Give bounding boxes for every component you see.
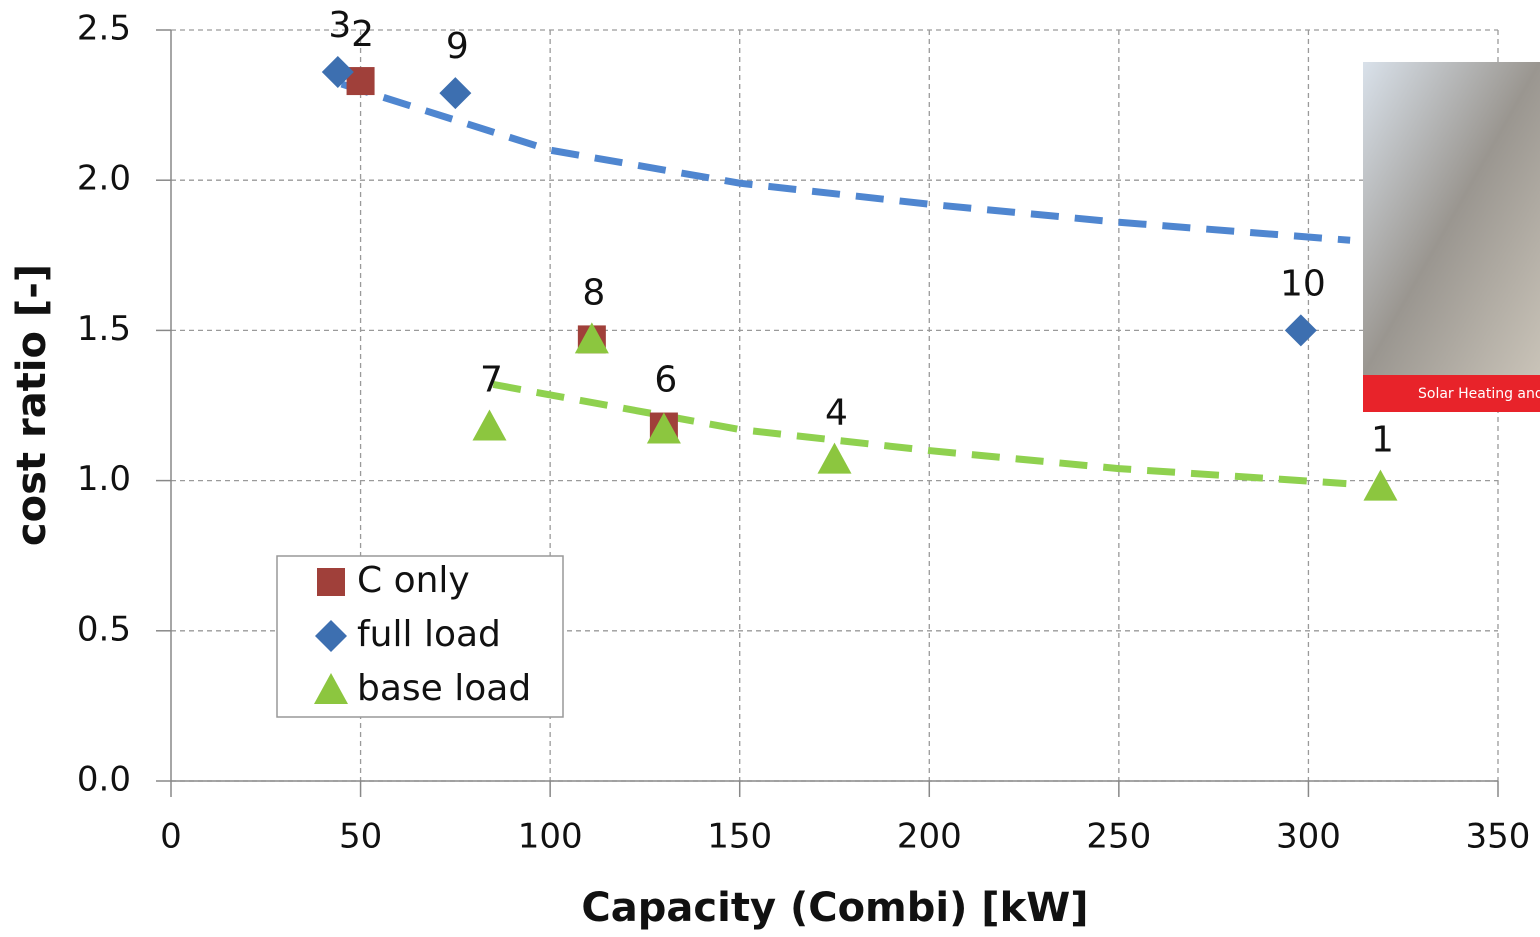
point-label: 4: [825, 393, 848, 434]
point-label: 1: [1371, 420, 1394, 461]
point-label: 2: [351, 14, 374, 55]
x-axis-title: Capacity (Combi) [kW]: [581, 885, 1088, 931]
y-tick-label: 1.0: [77, 459, 131, 499]
x-tick-label: 150: [707, 817, 772, 857]
y-tick-label: 0.0: [77, 760, 131, 800]
y-tick-label: 2.0: [77, 159, 131, 199]
x-tick-label: 100: [518, 817, 583, 857]
marker-triangle: [1363, 469, 1398, 501]
y-tick-label: 0.5: [77, 609, 131, 649]
marker-diamond: [321, 56, 354, 89]
marker-triangle: [314, 673, 348, 704]
point-label: 8: [582, 272, 605, 313]
point-label: 6: [654, 360, 677, 401]
y-tick-label: 1.5: [77, 309, 131, 349]
x-tick-label: 200: [897, 817, 962, 857]
trendline: [492, 381, 1347, 488]
x-tick-label: 300: [1276, 817, 1341, 857]
marker-triangle: [574, 322, 609, 354]
x-tick-label: 50: [339, 817, 382, 857]
legend-label: base load: [357, 668, 531, 709]
marker-diamond: [439, 77, 472, 110]
inset-photo: Solar Heating and: [1363, 62, 1540, 412]
marker-diamond: [1284, 314, 1317, 347]
x-tick-label: 350: [1466, 817, 1531, 857]
legend-label: C only: [357, 560, 470, 601]
y-axis-title: cost ratio [-]: [9, 264, 55, 546]
marker-square: [317, 568, 345, 596]
x-tick-label: 0: [160, 817, 182, 857]
trendline: [340, 80, 1351, 244]
legend-label: full load: [357, 614, 501, 655]
legend: C only full load base load: [276, 555, 564, 718]
y-tick-label: 2.5: [77, 9, 131, 49]
point-label: 7: [480, 360, 503, 401]
point-label: 9: [446, 26, 469, 67]
photo-caption: Solar Heating and: [1418, 386, 1540, 402]
plot: 0.0 0.5 1.0 1.5 2.0 2.5 0 50 100 150 200 250 300 350 2…: [77, 5, 1531, 856]
point-label: 10: [1280, 263, 1326, 304]
point-label: 3: [328, 5, 351, 46]
photo: [1363, 62, 1540, 375]
marker-triangle: [817, 442, 852, 474]
marker-triangle: [472, 409, 507, 441]
marker-triangle: [646, 412, 681, 444]
marker-diamond: [315, 620, 347, 652]
photo-banner: [1363, 375, 1540, 412]
x-tick-label: 250: [1086, 817, 1151, 857]
